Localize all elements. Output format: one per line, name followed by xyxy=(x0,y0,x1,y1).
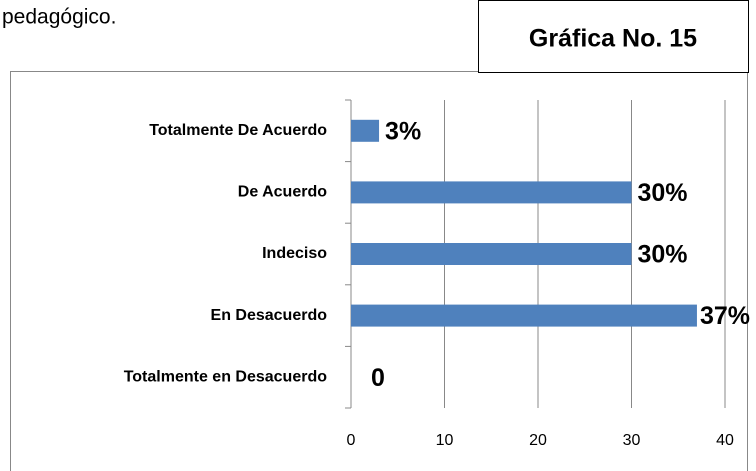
page-text: pedagógico. xyxy=(2,6,116,29)
y-tick-label: Totalmente en Desacuerdo xyxy=(124,368,328,385)
value-label: 37% xyxy=(700,302,750,330)
value-label: 30% xyxy=(638,241,688,269)
bar xyxy=(351,243,632,265)
chart-frame xyxy=(10,71,748,471)
bar xyxy=(351,119,380,142)
x-tick-label: 20 xyxy=(529,432,547,449)
x-tick-label: 40 xyxy=(716,432,734,449)
y-tick-label: Totalmente De Acuerdo xyxy=(149,122,327,139)
chart-caption: Gráfica No. 15 xyxy=(529,25,697,53)
bar xyxy=(351,181,632,204)
y-tick-label: En Desacuerdo xyxy=(211,307,328,324)
x-tick-label: 10 xyxy=(436,432,454,449)
caption-box xyxy=(478,0,749,73)
y-tick-label: De Acuerdo xyxy=(238,184,327,201)
x-tick-label: 30 xyxy=(623,432,641,449)
value-label: 30% xyxy=(638,179,688,207)
x-tick-label: 0 xyxy=(347,432,356,449)
value-label: 0 xyxy=(371,364,385,392)
value-label: 3% xyxy=(385,117,421,145)
bar xyxy=(351,304,697,327)
y-tick-label: Indeciso xyxy=(262,245,327,262)
